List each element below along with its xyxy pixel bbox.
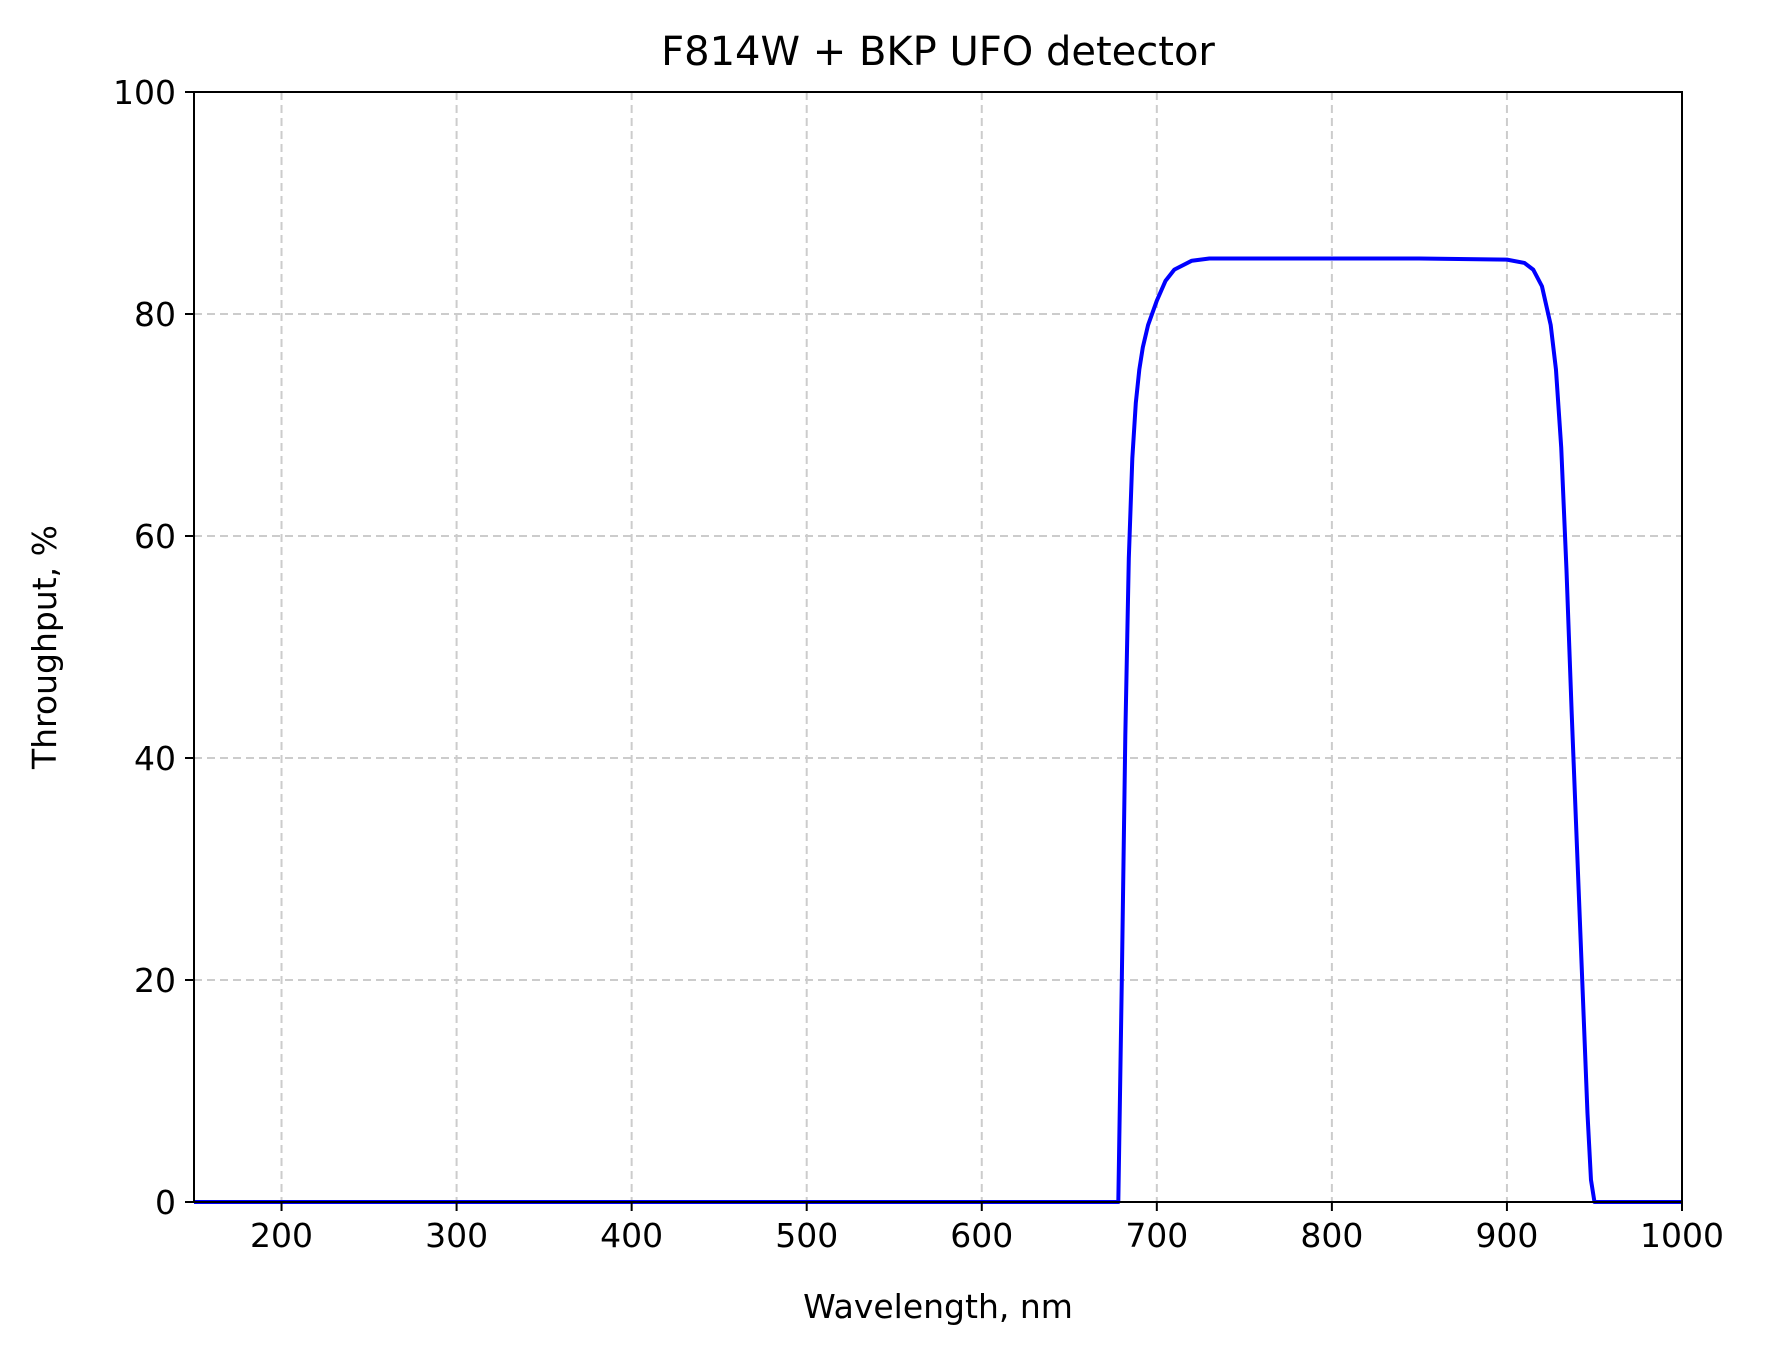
x-tick-label: 900 bbox=[1475, 1216, 1538, 1255]
series-layer bbox=[194, 256, 1682, 1204]
x-tick-label: 200 bbox=[250, 1216, 313, 1255]
y-tick-label: 20 bbox=[134, 961, 176, 1000]
chart-title: F814W + BKP UFO detector bbox=[661, 29, 1215, 75]
series-line-0 bbox=[194, 256, 1682, 1204]
y-tick-label: 40 bbox=[134, 739, 176, 778]
ticks: 200 300 400 500 600 700 800 900 1000 0 20 40 60 80 100 bbox=[113, 73, 1724, 1255]
x-tick-label: 1000 bbox=[1640, 1216, 1724, 1255]
y-tick-label: 80 bbox=[134, 295, 176, 334]
y-tick-label: 60 bbox=[134, 517, 176, 556]
x-tick-label: 700 bbox=[1125, 1216, 1188, 1255]
x-tick-label: 600 bbox=[950, 1216, 1013, 1255]
x-tick-label: 500 bbox=[775, 1216, 838, 1255]
x-tick-label: 800 bbox=[1300, 1216, 1363, 1255]
x-axis-label: Wavelength, nm bbox=[803, 1287, 1073, 1326]
y-axis-label: Throughput, % bbox=[25, 525, 64, 770]
plot-frame bbox=[193, 91, 1683, 1203]
x-tick-label: 300 bbox=[425, 1216, 488, 1255]
y-tick-label: 0 bbox=[155, 1183, 176, 1222]
y-tick-label: 100 bbox=[113, 73, 176, 112]
x-tick-label: 400 bbox=[600, 1216, 663, 1255]
